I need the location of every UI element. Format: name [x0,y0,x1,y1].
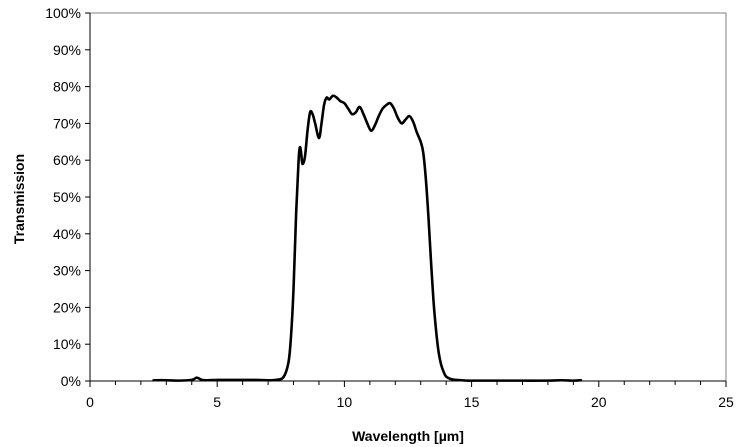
y-tick-label: 40% [53,226,81,242]
x-tick-label: 0 [86,394,94,410]
y-tick-label: 100% [45,5,81,21]
plot-area [89,12,727,382]
y-tick-label: 50% [53,189,81,205]
x-tick-label: 20 [591,394,607,410]
y-tick-label: 10% [53,336,81,352]
y-tick-label: 30% [53,263,81,279]
y-axis-title: Transmission [11,154,27,244]
y-tick-label: 70% [53,115,81,131]
y-tick-label: 80% [53,79,81,95]
y-tick-label: 20% [53,299,81,315]
y-tick-label: 60% [53,152,81,168]
x-tick-label: 5 [213,394,221,410]
x-tick-label: 10 [337,394,353,410]
x-axis-title: Wavelength [µm] [352,428,464,444]
transmission-series-line [152,94,583,382]
x-tick-label: 15 [464,394,480,410]
x-tick-label: 25 [718,394,734,410]
y-tick-label: 0% [61,373,81,389]
y-tick-label: 90% [53,42,81,58]
